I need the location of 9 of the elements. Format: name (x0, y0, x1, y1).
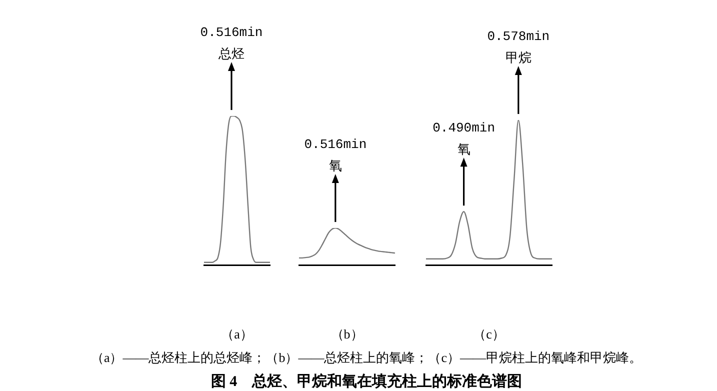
text: 图 4 总烃、甲烷和氧在填充柱上的标准色谱图 (210, 372, 524, 391)
x-axis-title: （b） (330, 326, 364, 342)
annotation: 0.516min 氧 (304, 137, 367, 174)
annotation: 0.490min 氧 (432, 120, 496, 158)
text: （a）——总烃柱上的总烃峰；（b）——总烃柱上的氧峰；（c）——甲烷柱上的氧峰和甲烷峰。 (90, 349, 644, 367)
x-axis-title: （c） (473, 326, 505, 342)
x-axis-title: （a） (221, 326, 253, 342)
annotation: 0.516min 总烃 (200, 25, 263, 62)
annotation: 0.578min 甲烷 (487, 29, 550, 66)
